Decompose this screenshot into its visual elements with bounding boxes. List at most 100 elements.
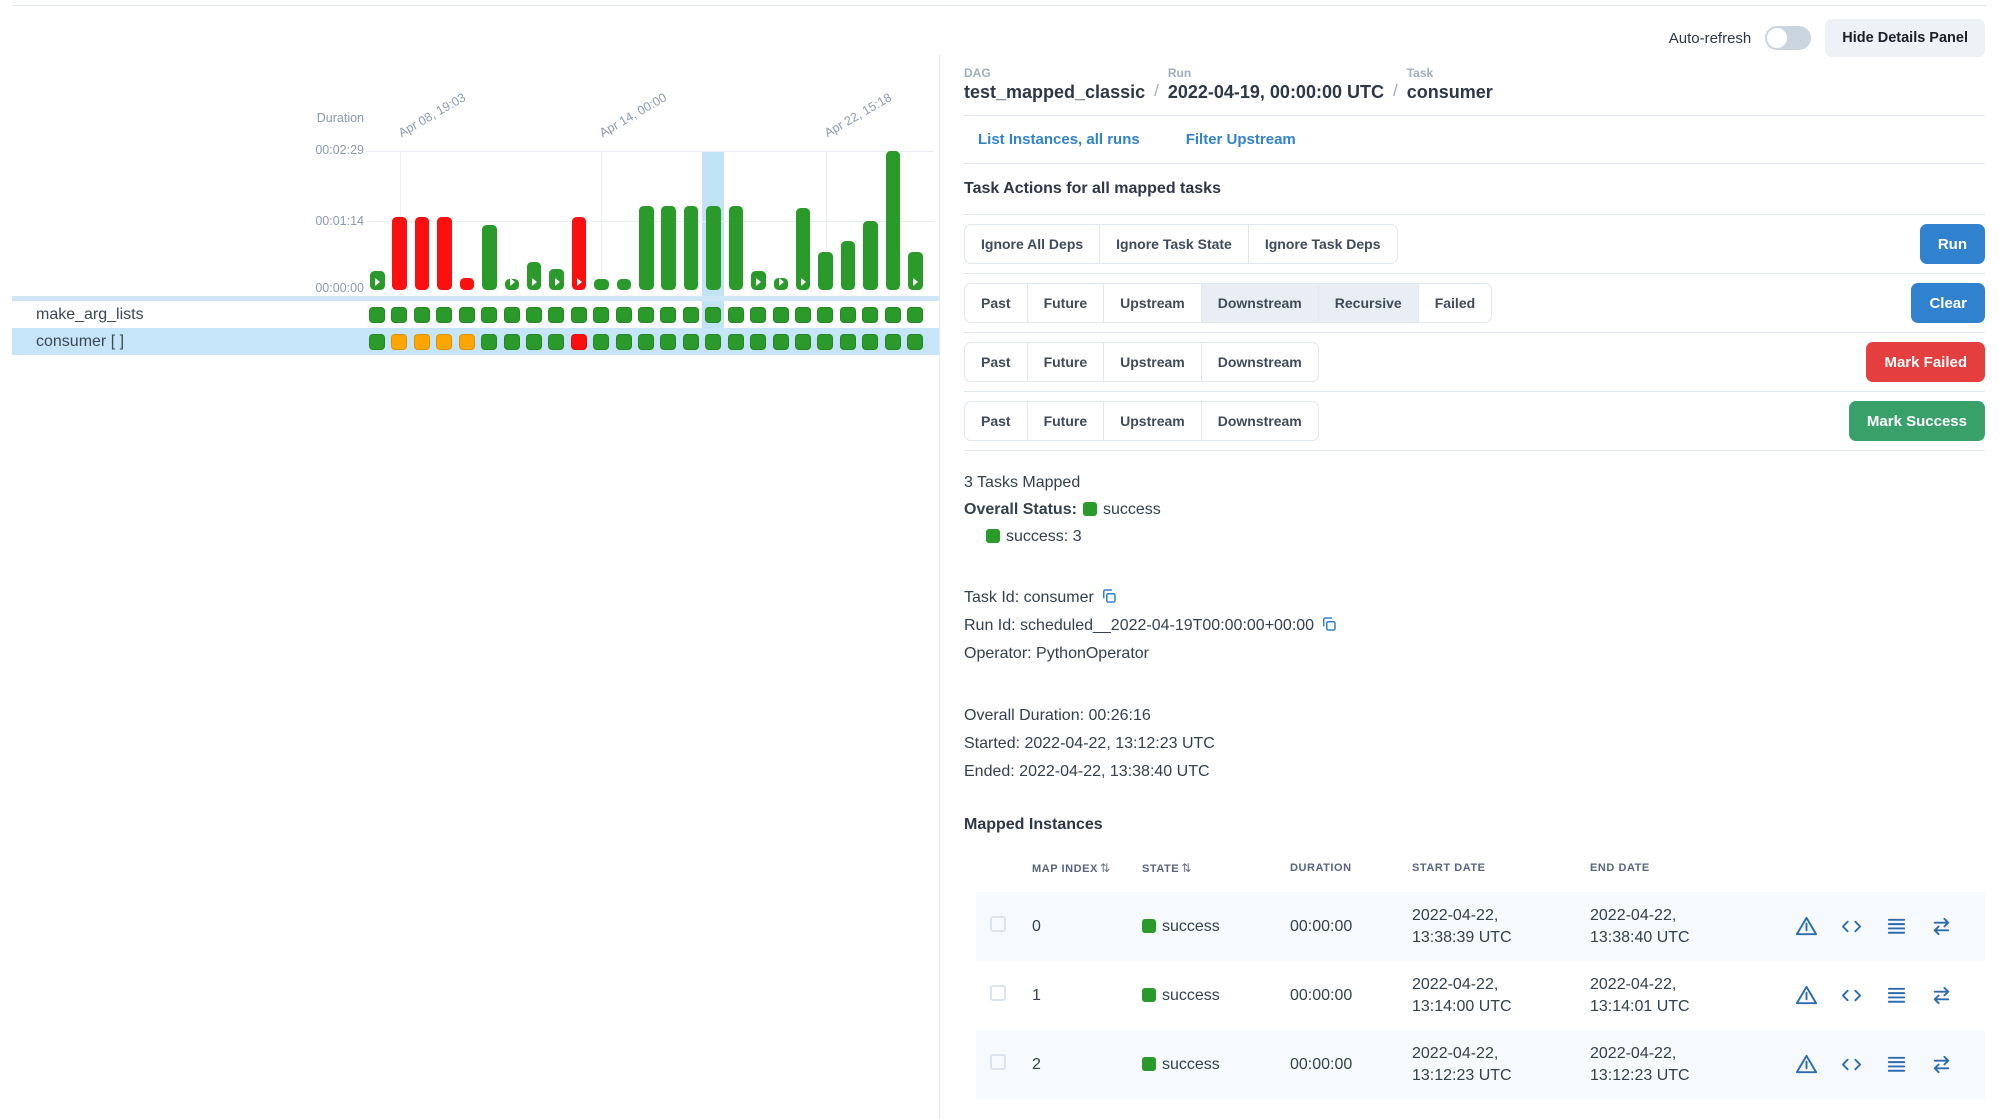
task-instance-square[interactable] — [727, 333, 744, 350]
dag-run-duration-bar[interactable] — [818, 252, 833, 290]
task-instance-square[interactable] — [548, 333, 565, 350]
dag-run-duration-bar[interactable] — [863, 221, 878, 290]
task-instance-square[interactable] — [750, 333, 767, 350]
dag-run-duration-bar[interactable] — [616, 279, 632, 290]
task-instance-square[interactable] — [772, 333, 789, 350]
task-instance-square[interactable] — [369, 306, 385, 323]
dag-run-duration-bar[interactable] — [908, 252, 923, 290]
copy-icon[interactable] — [1100, 587, 1118, 605]
task-instance-square[interactable] — [458, 333, 475, 350]
task-instance-square[interactable] — [884, 333, 901, 350]
dag-run-duration-bar[interactable] — [594, 279, 609, 290]
row-checkbox[interactable] — [990, 916, 1006, 932]
action-button-clear[interactable]: Clear — [1911, 283, 1985, 323]
task-instance-square[interactable] — [548, 306, 565, 323]
dag-run-duration-bar[interactable] — [571, 217, 587, 290]
task-instance-square[interactable] — [570, 306, 587, 323]
task-instance-square[interactable] — [839, 306, 856, 323]
dag-run-duration-bar[interactable] — [661, 206, 676, 290]
task-instance-square[interactable] — [503, 306, 520, 323]
auto-refresh-toggle[interactable] — [1765, 26, 1812, 50]
breadcrumb-task[interactable]: Task consumer — [1407, 66, 1493, 103]
row-checkbox[interactable] — [990, 985, 1006, 1001]
dag-run-duration-bar[interactable] — [482, 225, 497, 290]
option-button-upstream[interactable]: Upstream — [1103, 342, 1202, 382]
dag-run-duration-bar[interactable] — [437, 217, 452, 290]
option-button-recursive[interactable]: Recursive — [1317, 283, 1419, 323]
error-alert-icon[interactable] — [1795, 984, 1818, 1007]
dag-run-duration-bar[interactable] — [885, 151, 901, 290]
option-button-future[interactable]: Future — [1026, 401, 1105, 441]
task-instance-square[interactable] — [525, 333, 542, 350]
task-instance-square[interactable] — [481, 333, 498, 350]
option-button-future[interactable]: Future — [1026, 283, 1105, 323]
rendered-templates-icon[interactable] — [1840, 1053, 1863, 1076]
option-button-upstream[interactable]: Upstream — [1103, 401, 1202, 441]
breadcrumb-dag[interactable]: DAG test_mapped_classic — [964, 66, 1145, 103]
option-button-ignore-task-state[interactable]: Ignore Task State — [1099, 224, 1249, 264]
task-instance-square[interactable] — [391, 306, 408, 323]
rendered-templates-icon[interactable] — [1840, 915, 1863, 938]
task-instance-square[interactable] — [817, 333, 834, 350]
task-name-label[interactable]: consumer [ ] — [36, 332, 125, 350]
task-instance-square[interactable] — [682, 333, 699, 350]
dag-run-duration-bar[interactable] — [706, 206, 721, 290]
mapped-instance-row[interactable]: 2 success 00:00:00 2022-04-22, 13:12:23 UTC… — [976, 1030, 1985, 1099]
dag-run-duration-bar[interactable] — [526, 262, 542, 290]
list-instances-link[interactable]: List Instances, all runs — [978, 131, 1140, 148]
task-instance-square[interactable] — [839, 333, 856, 350]
task-instance-square[interactable] — [593, 306, 610, 323]
option-button-future[interactable]: Future — [1026, 342, 1105, 382]
dag-run-duration-bar[interactable] — [392, 217, 407, 290]
task-instance-square[interactable] — [794, 306, 811, 323]
action-button-mark-failed[interactable]: Mark Failed — [1866, 342, 1985, 382]
task-instance-square[interactable] — [503, 333, 520, 350]
xcom-icon[interactable] — [1930, 984, 1953, 1007]
dag-run-duration-bar[interactable] — [504, 278, 520, 290]
task-row[interactable]: make_arg_lists — [12, 301, 939, 328]
xcom-icon[interactable] — [1930, 1053, 1953, 1076]
task-instance-square[interactable] — [413, 333, 430, 350]
action-button-run[interactable]: Run — [1919, 224, 1985, 264]
task-instance-square[interactable] — [772, 306, 789, 323]
dag-run-duration-bar[interactable] — [459, 278, 475, 290]
task-instance-square[interactable] — [413, 306, 430, 323]
task-instance-square[interactable] — [660, 306, 677, 323]
task-instance-square[interactable] — [884, 306, 901, 323]
error-alert-icon[interactable] — [1795, 1053, 1818, 1076]
option-button-failed[interactable]: Failed — [1417, 283, 1493, 323]
dag-run-duration-bar[interactable] — [370, 271, 385, 290]
task-instance-square[interactable] — [615, 306, 632, 323]
dag-run-duration-bar[interactable] — [639, 206, 654, 290]
breadcrumb-run[interactable]: Run 2022-04-19, 00:00:00 UTC — [1168, 66, 1384, 103]
task-instance-square[interactable] — [525, 306, 542, 323]
task-instance-square[interactable] — [660, 333, 677, 350]
task-instance-square[interactable] — [862, 333, 879, 350]
task-instance-square[interactable] — [907, 306, 924, 323]
task-instance-square[interactable] — [705, 306, 722, 323]
filter-upstream-link[interactable]: Filter Upstream — [1185, 131, 1296, 148]
dag-run-duration-bar[interactable] — [728, 206, 744, 290]
option-button-downstream[interactable]: Downstream — [1200, 342, 1319, 382]
breadcrumb-task-value[interactable]: consumer — [1406, 82, 1493, 102]
option-button-past[interactable]: Past — [964, 342, 1028, 382]
task-instance-square[interactable] — [638, 306, 655, 323]
task-instance-square[interactable] — [817, 306, 834, 323]
row-checkbox[interactable] — [990, 1054, 1006, 1070]
task-instance-square[interactable] — [436, 333, 453, 350]
breadcrumb-run-value[interactable]: 2022-04-19, 00:00:00 UTC — [1167, 82, 1384, 102]
task-instance-square[interactable] — [862, 306, 879, 323]
task-instance-square[interactable] — [615, 333, 632, 350]
task-instance-square[interactable] — [638, 333, 655, 350]
option-button-past[interactable]: Past — [964, 283, 1028, 323]
task-instance-square[interactable] — [907, 333, 924, 350]
task-instance-square[interactable] — [682, 306, 699, 323]
option-button-ignore-all-deps[interactable]: Ignore All Deps — [964, 224, 1101, 264]
column-header-state[interactable]: State ⇅ — [1142, 860, 1192, 875]
task-instance-square[interactable] — [570, 333, 587, 350]
rendered-templates-icon[interactable] — [1840, 984, 1863, 1007]
task-instance-square[interactable] — [369, 333, 385, 350]
panel-resize-divider[interactable] — [939, 55, 940, 1119]
option-button-downstream[interactable]: Downstream — [1200, 283, 1319, 323]
task-name-label[interactable]: make_arg_lists — [36, 305, 144, 323]
